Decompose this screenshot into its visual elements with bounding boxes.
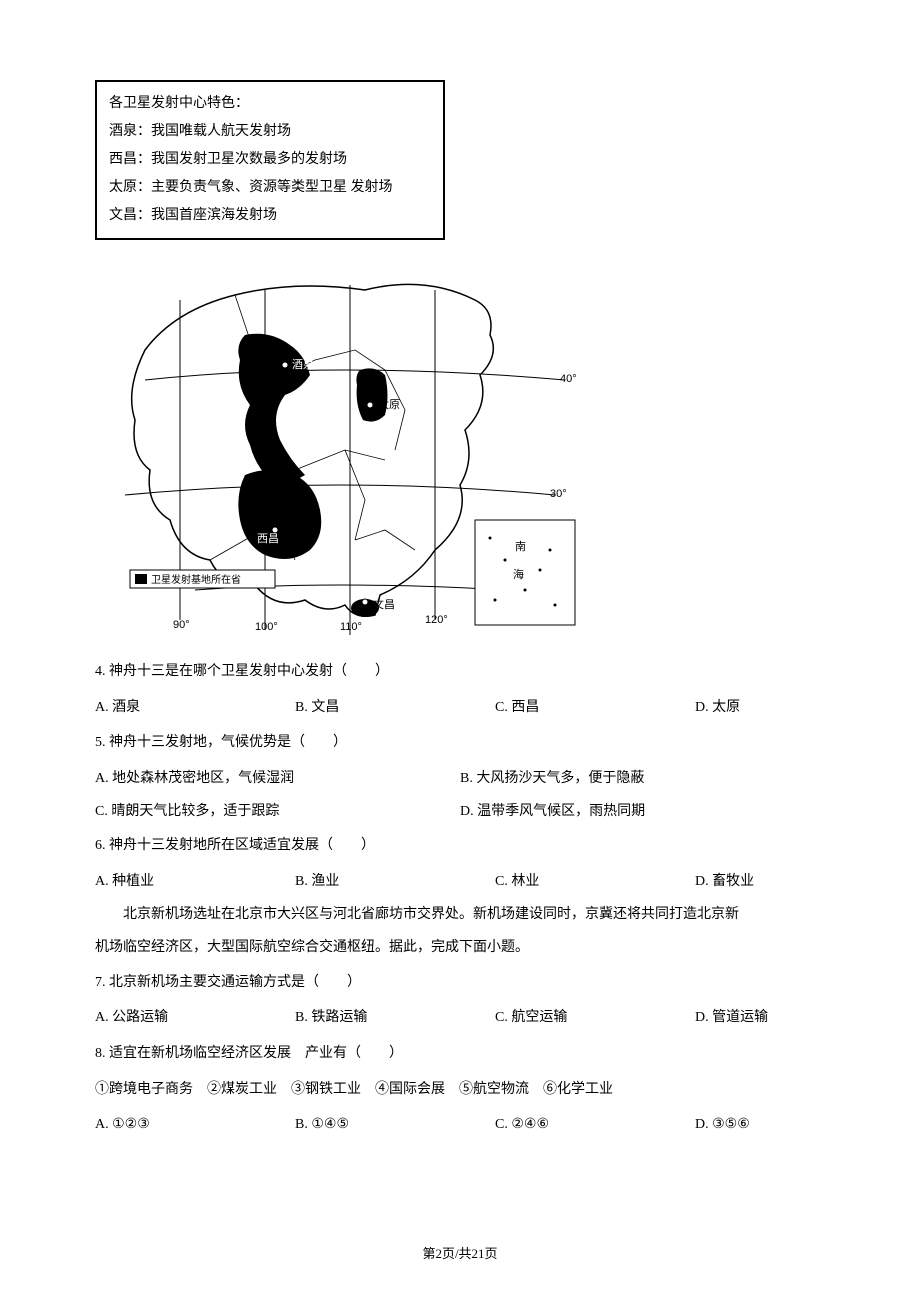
sea-label: 南 bbox=[515, 540, 526, 553]
question-8-sub: ①跨境电子商务 ②煤炭工业 ③钢铁工业 ④国际会展 ⑤航空物流 ⑥化学工业 bbox=[95, 1073, 825, 1107]
question-8-options: A. ①②③ B. ①④⑤ C. ②④⑥ D. ③⑤⑥ bbox=[95, 1108, 825, 1142]
question-5: 5. 神舟十三发射地，气候优势是（ ） bbox=[95, 726, 825, 760]
option-b: B. ①④⑤ bbox=[295, 1108, 495, 1142]
option-a: A. 种植业 bbox=[95, 865, 295, 899]
option-c: C. ②④⑥ bbox=[495, 1108, 695, 1142]
city-label: 文昌 bbox=[373, 597, 395, 611]
option-d: D. 温带季风气候区，雨热同期 bbox=[460, 795, 825, 829]
question-7: 7. 北京新机场主要交通运输方式是（ ） bbox=[95, 966, 825, 1000]
lon-label: 110° bbox=[340, 621, 362, 633]
sea-label: 海 bbox=[513, 567, 524, 581]
option-d: D. 管道运输 bbox=[695, 1001, 825, 1035]
lon-label: 100° bbox=[255, 621, 278, 633]
option-b: B. 大风扬沙天气多，便于隐蔽 bbox=[460, 762, 825, 796]
question-6: 6. 神舟十三发射地所在区域适宜发展（ ） bbox=[95, 829, 825, 863]
info-box-line: 西昌：我国发射卫星次数最多的发射场 bbox=[109, 146, 431, 174]
option-a: A. 地处森林茂密地区，气候湿润 bbox=[95, 762, 460, 796]
question-5-options: A. 地处森林茂密地区，气候湿润 B. 大风扬沙天气多，便于隐蔽 C. 晴朗天气… bbox=[95, 762, 825, 829]
info-box: 各卫星发射中心特色： 酒泉：我国唯载人航天发射场 西昌：我国发射卫星次数最多的发… bbox=[95, 80, 445, 240]
option-d: D. 太原 bbox=[695, 691, 825, 725]
question-7-options: A. 公路运输 B. 铁路运输 C. 航空运输 D. 管道运输 bbox=[95, 1001, 825, 1035]
china-map: 酒泉 太原 西昌 文昌 40° 30° 20° 90° 100° 110° 12… bbox=[95, 260, 585, 635]
lat-label: 40° bbox=[560, 373, 577, 385]
option-a: A. 酒泉 bbox=[95, 691, 295, 725]
option-b: B. 文昌 bbox=[295, 691, 495, 725]
page-footer: 第2页/共21页 bbox=[0, 1243, 920, 1262]
option-a: A. 公路运输 bbox=[95, 1001, 295, 1035]
option-c: C. 西昌 bbox=[495, 691, 695, 725]
option-c: C. 航空运输 bbox=[495, 1001, 695, 1035]
legend-text: 卫星发射基地所在省 bbox=[151, 573, 241, 586]
info-box-line: 酒泉：我国唯载人航天发射场 bbox=[109, 118, 431, 146]
option-b: B. 渔业 bbox=[295, 865, 495, 899]
option-a: A. ①②③ bbox=[95, 1108, 295, 1142]
lon-label: 90° bbox=[173, 619, 190, 631]
question-4-options: A. 酒泉 B. 文昌 C. 西昌 D. 太原 bbox=[95, 691, 825, 725]
lat-label: 30° bbox=[550, 488, 567, 500]
info-box-title: 各卫星发射中心特色： bbox=[109, 90, 431, 118]
lon-label: 120° bbox=[425, 614, 448, 626]
question-6-options: A. 种植业 B. 渔业 C. 林业 D. 畜牧业 bbox=[95, 865, 825, 899]
question-8: 8. 适宜在新机场临空经济区发展 产业有（ ） bbox=[95, 1037, 825, 1071]
info-box-line: 太原：主要负责气象、资源等类型卫星 发射场 bbox=[109, 174, 431, 202]
context-paragraph: 机场临空经济区，大型国际航空综合交通枢纽。据此，完成下面小题。 bbox=[95, 933, 825, 964]
option-c: C. 林业 bbox=[495, 865, 695, 899]
city-label: 酒泉 bbox=[292, 357, 314, 371]
city-label: 西昌 bbox=[257, 532, 279, 545]
option-d: D. 畜牧业 bbox=[695, 865, 825, 899]
context-paragraph: 北京新机场选址在北京市大兴区与河北省廊坊市交界处。新机场建设同时，京冀还将共同打… bbox=[95, 900, 825, 931]
city-label: 太原 bbox=[378, 398, 400, 411]
info-box-line: 文昌：我国首座滨海发射场 bbox=[109, 202, 431, 230]
option-b: B. 铁路运输 bbox=[295, 1001, 495, 1035]
option-d: D. ③⑤⑥ bbox=[695, 1108, 825, 1142]
option-c: C. 晴朗天气比较多，适于跟踪 bbox=[95, 795, 460, 829]
question-4: 4. 神舟十三是在哪个卫星发射中心发射（ ） bbox=[95, 655, 825, 689]
